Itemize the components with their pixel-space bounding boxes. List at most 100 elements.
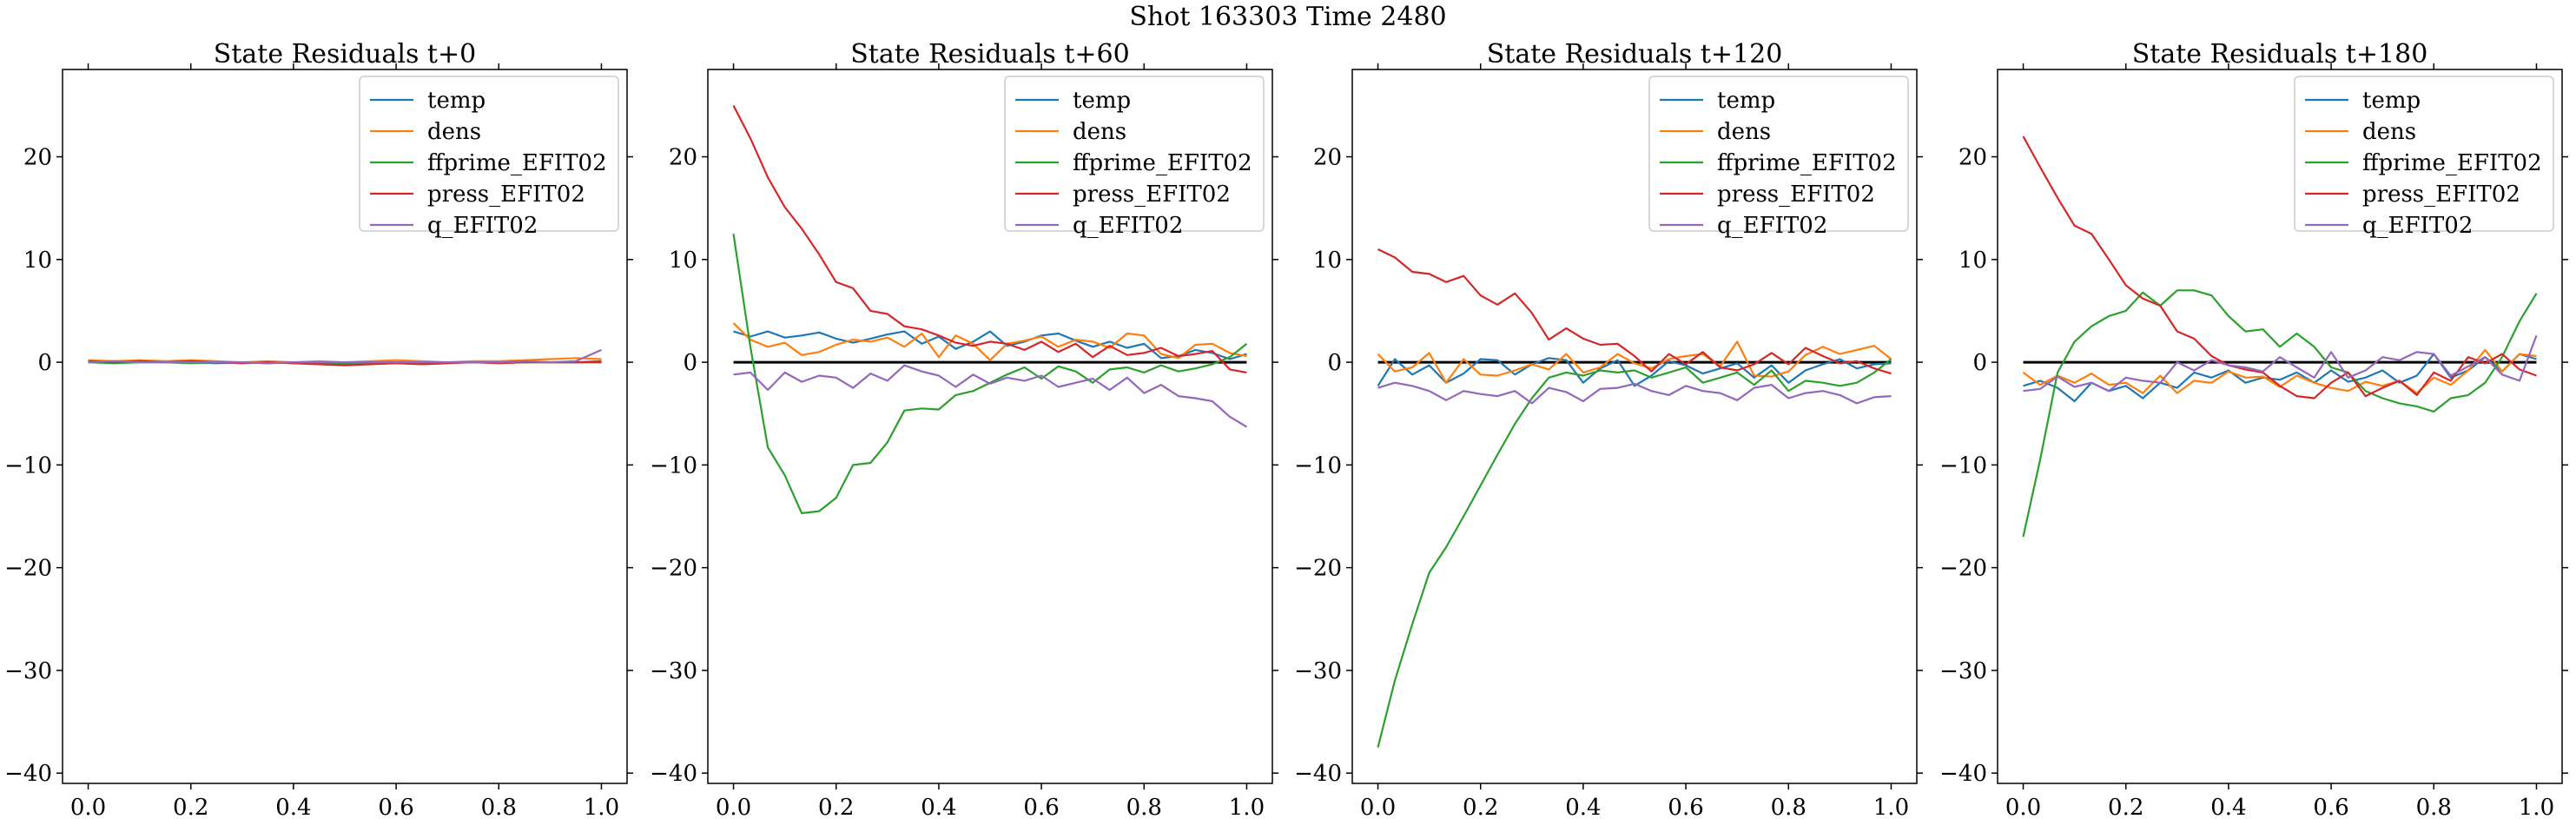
x-tick-label: 0.8 [2416, 795, 2452, 819]
x-tick-label: 0.2 [1463, 795, 1498, 819]
legend-box [1648, 76, 1909, 232]
series-line-q-efit02 [88, 348, 602, 365]
y-tick-label: −20 [650, 556, 697, 582]
y-tick-label: −10 [1939, 452, 1987, 479]
legend-label: dens [427, 119, 481, 145]
legend-label: ffprime_EFIT02 [1073, 150, 1252, 176]
y-tick-label: −30 [1939, 658, 1987, 684]
axes-frame [62, 69, 628, 784]
y-tick-label: −40 [650, 761, 697, 787]
y-tick-label: −10 [4, 452, 52, 479]
x-tick-label: 1.0 [2519, 795, 2554, 819]
series-line-ffprime-efit02 [1377, 358, 1892, 748]
x-tick-label: 0.8 [1126, 795, 1162, 819]
y-tick-label: 20 [23, 145, 52, 171]
subplot-4: State Residuals t+180 20 10 0 −10 −20 −30 −40 0.… [1939, 39, 2568, 819]
subplot-3: State Residuals t+120 20 10 0 −10 −20 −30 −40 0.… [1294, 39, 1923, 819]
x-tick-label: 0.6 [2313, 795, 2348, 819]
x-tick-label: 0.0 [70, 795, 106, 819]
x-tick-label: 0.4 [1565, 795, 1601, 819]
x-tick-label: 0.0 [2005, 795, 2041, 819]
y-tick-label: −30 [650, 658, 697, 684]
y-tick-label: −20 [4, 556, 52, 582]
x-tick-label: 0.2 [818, 795, 854, 819]
legend: temp dens ffprime_EFIT02 press_EFIT02 q_EFIT… [359, 76, 619, 239]
x-tick-label: 0.2 [2108, 795, 2143, 819]
series-line-press-efit02 [732, 104, 1247, 373]
series-line-dens [1377, 340, 1892, 384]
legend-label: q_EFIT02 [1073, 213, 1183, 239]
subplot-title: State Residuals t+0 [214, 39, 476, 69]
legend: temp dens ffprime_EFIT02 press_EFIT02 q_EFIT… [1648, 76, 1909, 239]
x-tick-label: 0.2 [173, 795, 208, 819]
y-tick-label: 10 [23, 248, 52, 274]
subplot-2: State Residuals t+60 20 10 0 −10 −20 −30 −40 0.0… [650, 39, 1278, 819]
y-tick-label: −40 [4, 761, 52, 787]
subplot-title: State Residuals t+120 [1487, 39, 1783, 69]
x-tick-label: 0.6 [378, 795, 413, 819]
legend-label: q_EFIT02 [1717, 213, 1827, 239]
x-tick-label: 0.4 [921, 795, 956, 819]
legend-label: press_EFIT02 [1073, 182, 1231, 208]
legend-box [1004, 76, 1265, 232]
series-line-temp [733, 330, 1247, 360]
legend-label: temp [2362, 88, 2421, 114]
x-tick-label: 0.0 [716, 795, 751, 819]
x-tick-label: 0.0 [1360, 795, 1396, 819]
x-tick-label: 0.4 [275, 795, 311, 819]
series-line-q-efit02 [1377, 381, 1892, 405]
series-line-ffprime-efit02 [732, 234, 1248, 515]
legend-label: temp [1073, 88, 1131, 114]
y-tick-label: −10 [650, 452, 697, 479]
y-tick-label: 0 [1972, 350, 1987, 376]
y-tick-label: 20 [669, 145, 697, 171]
series-line-q-efit02 [2023, 334, 2538, 393]
x-tick-label: 1.0 [584, 795, 619, 819]
legend-label: q_EFIT02 [2362, 213, 2473, 239]
y-tick-label: −30 [4, 658, 52, 684]
series-line-press-efit02 [2022, 135, 2537, 400]
legend-label: dens [2362, 119, 2416, 145]
subplot-title: State Residuals t+180 [2132, 39, 2428, 69]
legend-box [359, 76, 619, 232]
legend-label: q_EFIT02 [427, 213, 538, 239]
legend-label: press_EFIT02 [1717, 182, 1875, 208]
y-tick-label: −20 [1939, 556, 1987, 582]
series-line-temp [1377, 357, 1892, 387]
series-line-press-efit02 [1377, 248, 1892, 375]
axes-frame [707, 69, 1273, 784]
legend-label: temp [427, 88, 485, 114]
y-tick-label: 20 [1313, 145, 1342, 171]
series-line-ffprime-efit02 [2022, 289, 2538, 538]
legend-label: press_EFIT02 [427, 182, 585, 208]
x-tick-label: 0.4 [2210, 795, 2246, 819]
y-tick-label: 0 [1327, 350, 1342, 376]
y-tick-label: 10 [669, 248, 697, 274]
y-tick-label: 0 [37, 350, 52, 376]
x-tick-label: 1.0 [1873, 795, 1909, 819]
legend: temp dens ffprime_EFIT02 press_EFIT02 q_EFIT… [2294, 76, 2554, 239]
plot-area [1377, 248, 1892, 748]
x-tick-label: 0.8 [1771, 795, 1807, 819]
legend-label: temp [1717, 88, 1775, 114]
y-tick-label: 10 [1313, 248, 1342, 274]
legend-label: ffprime_EFIT02 [427, 150, 607, 176]
x-tick-label: 0.6 [1668, 795, 1703, 819]
x-tick-label: 0.6 [1023, 795, 1059, 819]
axes-frame [1997, 69, 2563, 784]
y-tick-label: −20 [1294, 556, 1342, 582]
x-tick-label: 1.0 [1229, 795, 1265, 819]
legend: temp dens ffprime_EFIT02 press_EFIT02 q_EFIT… [1004, 76, 1265, 239]
x-tick-label: 0.8 [481, 795, 517, 819]
plot-area [88, 348, 602, 367]
legend-label: ffprime_EFIT02 [2362, 150, 2542, 176]
y-tick-label: −40 [1294, 761, 1342, 787]
figure-suptitle: Shot 163303 Time 2480 [1129, 2, 1447, 32]
legend-label: dens [1717, 119, 1771, 145]
y-tick-label: 10 [1958, 248, 1987, 274]
plot-area [2022, 135, 2538, 538]
y-tick-label: −10 [1294, 452, 1342, 479]
series-line-dens [732, 322, 1247, 361]
series-line-q-efit02 [733, 364, 1248, 428]
